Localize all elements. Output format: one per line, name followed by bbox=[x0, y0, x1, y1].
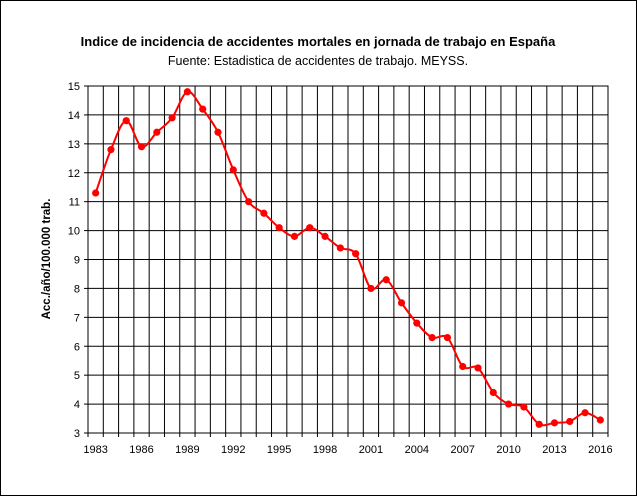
data-point-1987 bbox=[153, 128, 161, 136]
data-point-1996 bbox=[290, 232, 299, 240]
x-tick-label: 1992 bbox=[221, 444, 245, 456]
data-point-2013 bbox=[550, 419, 559, 427]
data-point-2016 bbox=[596, 416, 604, 424]
data-point-2007 bbox=[459, 362, 467, 371]
plot-area-border bbox=[87, 85, 609, 434]
y-tick-label: 13 bbox=[68, 139, 80, 151]
data-point-2000 bbox=[352, 250, 360, 258]
y-tick-label: 8 bbox=[74, 283, 80, 295]
data-point-1994 bbox=[260, 209, 268, 217]
chart-title: Indice de incidencia de accidentes morta… bbox=[81, 34, 556, 49]
y-tick-label: 12 bbox=[68, 168, 80, 180]
data-point-1989 bbox=[183, 88, 192, 96]
series bbox=[92, 88, 604, 428]
data-point-1998 bbox=[321, 232, 329, 240]
data-point-2005 bbox=[428, 333, 436, 342]
data-point-1992 bbox=[229, 166, 237, 174]
data-point-2008 bbox=[474, 364, 482, 372]
data-point-1990 bbox=[199, 105, 207, 113]
data-point-2015 bbox=[581, 409, 589, 417]
data-point-1991 bbox=[214, 128, 222, 136]
y-tick-label: 3 bbox=[74, 428, 80, 440]
data-point-2010 bbox=[504, 400, 513, 408]
x-tick-label: 2007 bbox=[450, 444, 474, 456]
y-axis-label: Acc./año/100.000 trab. bbox=[41, 199, 53, 320]
x-tick-label: 2001 bbox=[359, 444, 383, 456]
y-tick-label: 11 bbox=[69, 197, 80, 209]
data-point-1984 bbox=[107, 146, 115, 154]
x-tick-label: 2010 bbox=[496, 444, 520, 456]
data-point-1999 bbox=[336, 244, 344, 252]
x-tick-label: 1983 bbox=[83, 444, 107, 456]
data-point-2009 bbox=[489, 388, 497, 397]
series-line bbox=[94, 90, 601, 427]
chart-subtitle: Fuente: Estadistica de accidentes de tra… bbox=[168, 54, 468, 68]
x-tick-label: 1986 bbox=[129, 444, 153, 456]
data-point-1983 bbox=[92, 189, 100, 197]
y-tick-label: 5 bbox=[74, 370, 80, 382]
data-point-2004 bbox=[413, 319, 421, 327]
data-point-2014 bbox=[566, 417, 574, 426]
y-tick-label: 7 bbox=[74, 312, 80, 324]
x-tick-label: 1995 bbox=[267, 444, 291, 456]
y-tick-label: 6 bbox=[74, 341, 80, 353]
x-tick-label: 2013 bbox=[542, 444, 566, 456]
data-point-1995 bbox=[275, 224, 283, 232]
x-tick-label: 1998 bbox=[313, 444, 337, 456]
x-tick-labels: 1983 1986 1989 1992 1995 1998 2001 2004 2007 2010… bbox=[83, 444, 612, 456]
data-point-1986 bbox=[137, 143, 146, 151]
y-tick-label: 10 bbox=[68, 226, 80, 238]
data-point-2006 bbox=[443, 333, 452, 342]
y-tick-label: 14 bbox=[68, 110, 80, 122]
data-point-2003 bbox=[397, 299, 406, 307]
x-tick-label: 1989 bbox=[175, 444, 199, 456]
x-tick-label: 2004 bbox=[405, 444, 429, 456]
data-point-1988 bbox=[168, 114, 176, 122]
data-point-2012 bbox=[535, 420, 543, 428]
data-point-2011 bbox=[520, 403, 528, 411]
data-point-1997 bbox=[306, 224, 314, 232]
data-point-1985 bbox=[122, 117, 130, 125]
y-tick-label: 9 bbox=[74, 255, 80, 267]
x-tick-label: 2016 bbox=[588, 444, 612, 456]
y-tick-label: 15 bbox=[68, 81, 80, 93]
y-tick-labels: 3 4 5 6 7 8 9 10 11 12 13 14 15 bbox=[68, 81, 80, 440]
grid bbox=[84, 85, 609, 437]
y-tick-label: 4 bbox=[74, 399, 80, 411]
data-point-2001 bbox=[367, 284, 375, 293]
data-point-2002 bbox=[382, 276, 390, 284]
data-point-1993 bbox=[244, 198, 253, 206]
